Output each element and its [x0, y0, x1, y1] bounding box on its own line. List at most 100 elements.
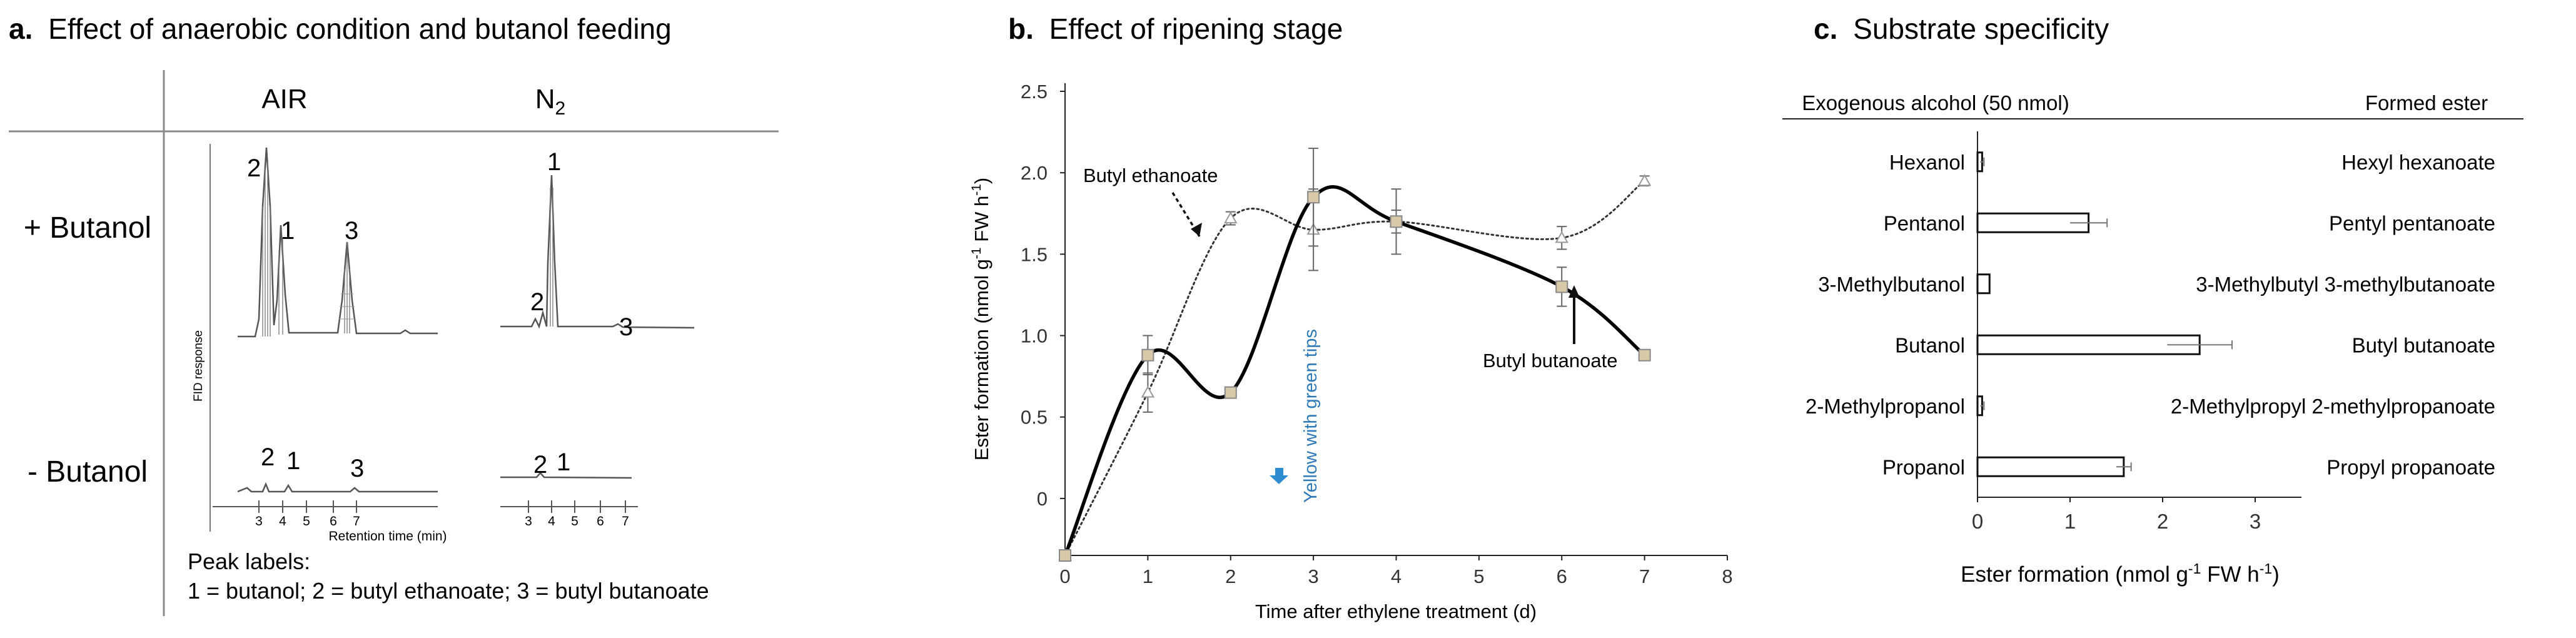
- chart-b-y-tick-label: 0: [1037, 488, 1048, 510]
- retention-tick-n2-label: 6: [597, 514, 604, 529]
- data-point-butyl-ethanoate: [1555, 231, 1568, 243]
- chart-b-x-tick-label: 7: [1639, 565, 1650, 587]
- gc-trace-n2-plus: [500, 175, 695, 329]
- category-label: Propanol: [1882, 455, 1965, 478]
- data-point-butyl-butanoate: [1307, 191, 1320, 204]
- panel-a-letter: a.: [9, 13, 33, 45]
- peak-label-air-plus-2: 2: [247, 154, 261, 182]
- retention-ticks-n2: 3 4 5 6 7: [525, 500, 629, 529]
- chart-c-x-tick-label: 2: [2157, 510, 2168, 533]
- chart-b-y-axis-label: Ester formation (nmol g-1 FW h-1): [969, 178, 993, 461]
- svg-text:c. Substrate specificity: c. Substrate specificity: [1814, 13, 2109, 45]
- chart-b-y-tick-label: 1.5: [1021, 243, 1048, 265]
- retention-tick-n2-label: 4: [548, 514, 555, 529]
- data-point-butyl-ethanoate: [1141, 385, 1155, 398]
- gc-trace-air-minus: [237, 482, 438, 493]
- chart-b-series: [1058, 148, 1652, 562]
- retention-ticks-air: 3 4 5 6 7: [255, 500, 360, 529]
- chart-c-x-tick-label: 1: [2064, 510, 2076, 533]
- chart-b-y-tick-label: 2.5: [1021, 81, 1048, 103]
- panel-c-title: Substrate specificity: [1853, 13, 2109, 45]
- data-point-butyl-ethanoate: [1637, 174, 1652, 186]
- chart-b-x-tick-label: 5: [1473, 565, 1484, 587]
- col-formed-ester: Formed ester: [2365, 91, 2488, 114]
- annot-butyl-ethanoate: Butyl ethanoate: [1083, 165, 1218, 186]
- peak-label-air-minus-2: 2: [261, 443, 275, 471]
- col-exogenous-alcohol: Exogenous alcohol (50 nmol): [1802, 91, 2069, 114]
- panel-b: b. Effect of ripening stage 0 0.5 1.0 1.5 2.…: [969, 13, 1733, 622]
- annot-ethanoate-arrowhead: [1191, 223, 1202, 236]
- panel-b-title: Effect of ripening stage: [1049, 13, 1343, 45]
- peak-label-n2-minus-1: 1: [557, 448, 570, 476]
- data-point-butyl-butanoate: [1141, 348, 1154, 362]
- series-line-butyl-butanoate: [1063, 185, 1647, 557]
- ester-label: Pentyl pentanoate: [2329, 211, 2495, 235]
- peak-label-air-minus-3: 3: [350, 455, 364, 482]
- data-point-butyl-butanoate: [1224, 386, 1237, 399]
- chart-b-y-tick-label: 1.0: [1021, 325, 1048, 347]
- peak-label-n2-plus-2: 2: [530, 288, 544, 316]
- chart-c-bars: Hexanol Hexyl hexanoate Pentanol Pentyl pen…: [1806, 151, 2495, 479]
- panel-b-letter: b.: [1008, 13, 1034, 45]
- down-arrow-icon: [1270, 468, 1288, 484]
- ester-label: Propyl propanoate: [2326, 455, 2495, 478]
- bar-butanol: [1976, 334, 2201, 355]
- annot-butyl-butanoate: Butyl butanoate: [1483, 350, 1617, 372]
- row-minus-butanol-label: - Butanol: [28, 455, 148, 489]
- svg-text:a. Effect of anaerobic c: a. Effect of anaerobic condition and but…: [9, 13, 672, 45]
- retention-tick-air-label: 7: [353, 514, 360, 529]
- col-n2-label: N2: [535, 84, 565, 119]
- data-point-butyl-butanoate: [1059, 549, 1071, 562]
- chart-b-x-tick-label: 1: [1143, 565, 1153, 587]
- panel-c: c. Substrate specificity Exogenous alcoh…: [1782, 13, 2523, 587]
- panel-a: a. Effect of anaerobic condition and but…: [9, 13, 779, 616]
- category-label: Butanol: [1895, 333, 1965, 357]
- col-air-label: AIR: [261, 84, 307, 114]
- bar-3-methylbutanol: [1976, 273, 1991, 295]
- category-label: 2-Methylpropanol: [1806, 395, 1965, 418]
- ester-label: 3-Methylbutyl 3-methylbutanoate: [2196, 273, 2495, 296]
- gc-trace-n2-minus: [500, 472, 632, 479]
- chart-c-x-ticks: 0 1 2 3: [1972, 497, 2261, 533]
- chart-b-x-tick-label: 0: [1059, 565, 1070, 587]
- ester-label: Butyl butanoate: [2352, 333, 2495, 357]
- peak-label-air-plus-3: 3: [345, 217, 358, 245]
- peak-label-n2-plus-3: 3: [619, 313, 633, 341]
- chart-b-x-tick-label: 3: [1308, 565, 1319, 587]
- retention-tick-air-label: 4: [279, 514, 286, 529]
- retention-tick-air-label: 3: [255, 514, 263, 529]
- chart-b-y-ticks: 0 0.5 1.0 1.5 2.0 2.5: [1021, 81, 1065, 510]
- category-label: 3-Methylbutanol: [1818, 273, 1965, 296]
- peak-label-air-minus-1: 1: [286, 447, 300, 475]
- chart-c-x-tick-label: 3: [2250, 510, 2261, 533]
- retention-tick-n2-label: 5: [571, 514, 578, 529]
- data-point-butyl-butanoate: [1555, 280, 1568, 293]
- chart-b-y-tick-label: 0.5: [1021, 407, 1048, 428]
- peak-labels-heading: Peak labels:: [188, 549, 310, 574]
- peak-labels-legend: 1 = butanol; 2 = butyl ethanoate; 3 = bu…: [188, 578, 709, 604]
- chart-b-x-tick-label: 8: [1722, 565, 1732, 587]
- peak-label-air-plus-1: 1: [281, 217, 295, 245]
- retention-tick-air-label: 5: [303, 514, 310, 529]
- fid-response-axis-label: FID response: [192, 330, 205, 402]
- retention-tick-n2-label: 7: [622, 514, 629, 529]
- panel-c-letter: c.: [1814, 13, 1837, 45]
- gc-trace-air-plus: [238, 147, 438, 338]
- peak-label-n2-minus-2: 2: [533, 451, 547, 478]
- panel-a-title: Effect of anaerobic condition and butano…: [48, 13, 672, 45]
- retention-tick-air-label: 6: [330, 514, 337, 529]
- chart-b-x-axis-label: Time after ethylene treatment (d): [1255, 600, 1537, 622]
- data-point-butyl-butanoate: [1390, 215, 1403, 228]
- data-point-butyl-butanoate: [1638, 348, 1651, 362]
- retention-time-label: Retention time (min): [328, 529, 447, 544]
- retention-tick-n2-label: 3: [525, 514, 532, 529]
- data-point-butyl-ethanoate: [1224, 211, 1238, 224]
- category-label: Pentanol: [1884, 211, 1965, 235]
- chart-b-x-tick-label: 2: [1225, 565, 1236, 587]
- annot-yellow-green-tips: Yellow with green tips: [1301, 329, 1321, 503]
- row-plus-butanol-label: + Butanol: [24, 211, 151, 245]
- chart-c-x-tick-label: 0: [1972, 510, 1983, 533]
- chart-b-x-tick-label: 4: [1391, 565, 1402, 587]
- bar-propanol: [1976, 456, 2125, 477]
